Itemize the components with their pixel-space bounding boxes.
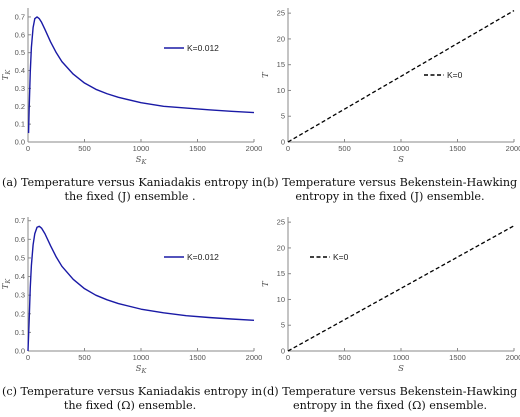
series-line-0 (287, 225, 515, 352)
x-tick-label: 2000 (246, 144, 263, 153)
x-axis-title: SK (136, 364, 148, 375)
chart-c: 0 500 1000 1500 2000 0.0 0.1 0.2 0.3 0.4 0.5 0.6 0.7… (1, 216, 263, 375)
y-tick-label: 10 (277, 295, 285, 304)
x-tick-label: 500 (78, 144, 91, 153)
y-tick-label: 0.1 (15, 328, 25, 337)
x-axis-title: S (398, 155, 404, 165)
x-tick-label: 1000 (133, 144, 150, 153)
y-tick-label: 0.4 (15, 66, 25, 75)
y-axis-title: T (261, 71, 271, 78)
y-tick-label: 0.5 (15, 48, 25, 57)
chart-d: 0 500 1000 1500 2000 0 5 10 15 20 25 S T K=0 (261, 217, 520, 374)
y-tick-label: 25 (277, 218, 285, 227)
caption-a-line2: the fixed (J) ensemble . (64, 190, 196, 203)
x-tick-label: 1500 (449, 144, 466, 153)
x-tick-label: 2000 (246, 353, 263, 362)
y-tick-label: 0.1 (15, 120, 25, 129)
x-tick-label: 0 (286, 144, 290, 153)
x-tick-label: 500 (78, 353, 91, 362)
caption-c: (c) Temperature versus Kaniadakis entrop… (2, 385, 263, 413)
y-tick-label: 20 (277, 243, 285, 252)
caption-b-line2: entropy in the fixed (J) ensemble. (295, 190, 485, 203)
y-axis-title: TK (1, 69, 12, 81)
y-tick-label: 0.2 (15, 309, 25, 318)
caption-d-line1: (d) Temperature versus Bekenstein-Hawkin… (262, 385, 518, 398)
chart-b: 0 500 1000 1500 2000 0 5 10 15 20 25 S T K=0 (261, 8, 520, 165)
y-tick-label: 20 (277, 34, 285, 43)
legend-label: K=0 (333, 252, 349, 262)
caption-d: (d) Temperature versus Bekenstein-Hawkin… (262, 385, 518, 413)
chart-a: 0 500 1000 1500 2000 0.0 0.1 0.2 0.3 0.4 0.5 0.6 0.7… (1, 8, 263, 166)
y-axis-title: T (261, 280, 271, 287)
caption-b-line1: (b) Temperature versus Bekenstein-Hawkin… (262, 176, 518, 189)
y-tick-label: 0.6 (15, 30, 25, 39)
x-axis-title: S (398, 364, 404, 374)
y-tick-label: 0.0 (15, 138, 25, 147)
panel-b: 0 500 1000 1500 2000 0 5 10 15 20 25 S T K=0 (260, 0, 520, 208)
y-tick-label: 25 (277, 9, 285, 18)
x-tick-label: 1500 (189, 144, 206, 153)
x-tick-label: 0 (286, 353, 290, 362)
series-line-0 (27, 16, 255, 134)
y-tick-label: 15 (277, 269, 285, 278)
y-tick-label: 0 (281, 138, 285, 147)
series-line-0 (27, 225, 255, 352)
legend-label: K=0 (447, 70, 463, 80)
x-tick-label: 1500 (449, 353, 466, 362)
x-tick-label: 1000 (393, 353, 410, 362)
caption-b: (b) Temperature versus Bekenstein-Hawkin… (262, 176, 518, 204)
legend-label: K=0.012 (187, 252, 219, 262)
y-tick-label: 0.4 (15, 272, 25, 281)
y-tick-label: 15 (277, 60, 285, 69)
y-tick-label: 0.6 (15, 235, 25, 244)
y-tick-label: 0.5 (15, 253, 25, 262)
x-tick-label: 1000 (133, 353, 150, 362)
y-axis-title: TK (1, 278, 12, 290)
panel-c: 0 500 1000 1500 2000 0.0 0.1 0.2 0.3 0.4 0.5 0.6 0.7… (0, 209, 263, 417)
y-tick-label: 10 (277, 86, 285, 95)
series-line-0 (287, 10, 515, 143)
caption-a-line1: (a) Temperature versus Kaniadakis entrop… (2, 176, 263, 189)
panel-a: 0 500 1000 1500 2000 0.0 0.1 0.2 0.3 0.4 0.5 0.6 0.7… (0, 0, 263, 208)
y-tick-label: 0.7 (15, 12, 25, 21)
caption-c-line1: (c) Temperature versus Kaniadakis entrop… (2, 385, 263, 398)
y-tick-label: 0.3 (15, 84, 25, 93)
x-axis-title: SK (136, 155, 148, 166)
x-tick-label: 0 (26, 144, 30, 153)
y-tick-label: 0 (281, 347, 285, 356)
caption-d-line2: entropy in the fixed (Ω) ensemble. (292, 399, 488, 412)
y-tick-label: 0.7 (15, 216, 25, 225)
x-tick-label: 2000 (506, 144, 520, 153)
y-tick-label: 0.2 (15, 102, 25, 111)
x-tick-label: 1000 (393, 144, 410, 153)
caption-c-line2: the fixed (Ω) ensemble. (63, 399, 197, 412)
y-tick-label: 0.0 (15, 347, 25, 356)
x-tick-label: 500 (338, 353, 351, 362)
y-tick-label: 5 (281, 112, 285, 121)
panel-d: 0 500 1000 1500 2000 0 5 10 15 20 25 S T K=0 (260, 209, 520, 417)
x-tick-label: 0 (26, 353, 30, 362)
y-tick-label: 5 (281, 321, 285, 330)
caption-a: (a) Temperature versus Kaniadakis entrop… (2, 176, 263, 204)
y-tick-label: 0.3 (15, 291, 25, 300)
legend-label: K=0.012 (187, 43, 219, 53)
x-tick-label: 2000 (506, 353, 520, 362)
x-tick-label: 1500 (189, 353, 206, 362)
x-tick-label: 500 (338, 144, 351, 153)
